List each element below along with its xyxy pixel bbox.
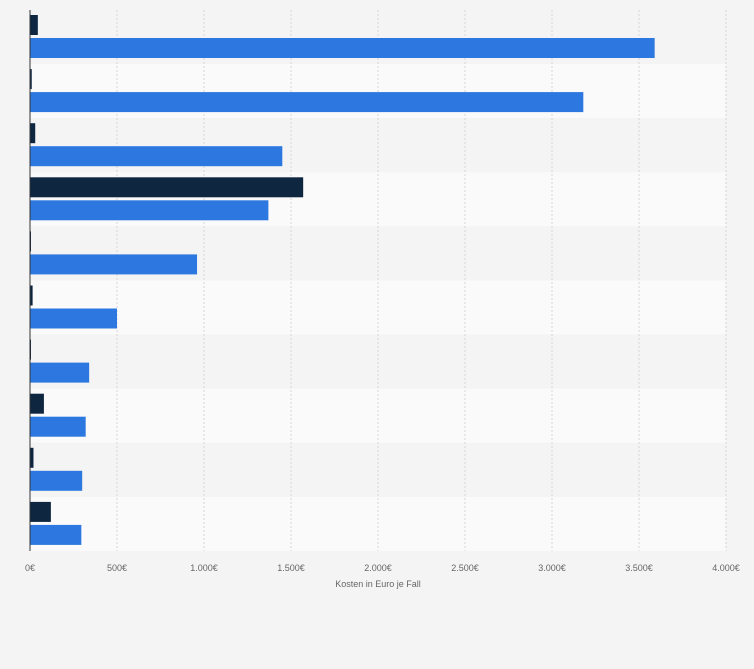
bar-dark — [30, 501, 51, 522]
bar-blue — [30, 308, 117, 329]
bar-dark — [30, 177, 304, 198]
bar-dark — [30, 15, 38, 35]
bar-blue — [30, 146, 283, 167]
bar-dark — [30, 447, 34, 468]
bar-blue — [30, 254, 198, 275]
x-tick-label: 2.000€ — [364, 563, 392, 573]
bar-blue — [30, 38, 655, 58]
bar-blue — [30, 470, 83, 491]
bar-dark — [30, 393, 44, 414]
bar-dark — [30, 69, 32, 90]
bar-blue — [30, 362, 90, 383]
x-tick-label: 3.500€ — [625, 563, 653, 573]
x-tick-label: 4.000€ — [712, 563, 740, 573]
bars — [30, 15, 655, 545]
x-tick-label: 1.500€ — [277, 563, 305, 573]
bar-blue — [30, 92, 584, 113]
bar-dark — [30, 123, 36, 144]
x-axis-tick-labels: 0€ 500€ 1.000€ 1.500€ 2.000€ 2.500€ 3.000€ 3.50… — [25, 563, 740, 573]
x-tick-label: 2.500€ — [451, 563, 479, 573]
x-axis-label: Kosten in Euro je Fall — [335, 579, 421, 589]
bar-blue — [30, 200, 269, 221]
x-tick-label: 3.000€ — [538, 563, 566, 573]
x-tick-label: 1.000€ — [190, 563, 218, 573]
bar-dark — [30, 285, 33, 306]
x-tick-label: 500€ — [107, 563, 127, 573]
x-tick-label: 0€ — [25, 563, 35, 573]
bar-blue — [30, 416, 86, 437]
bar-blue — [30, 524, 82, 545]
